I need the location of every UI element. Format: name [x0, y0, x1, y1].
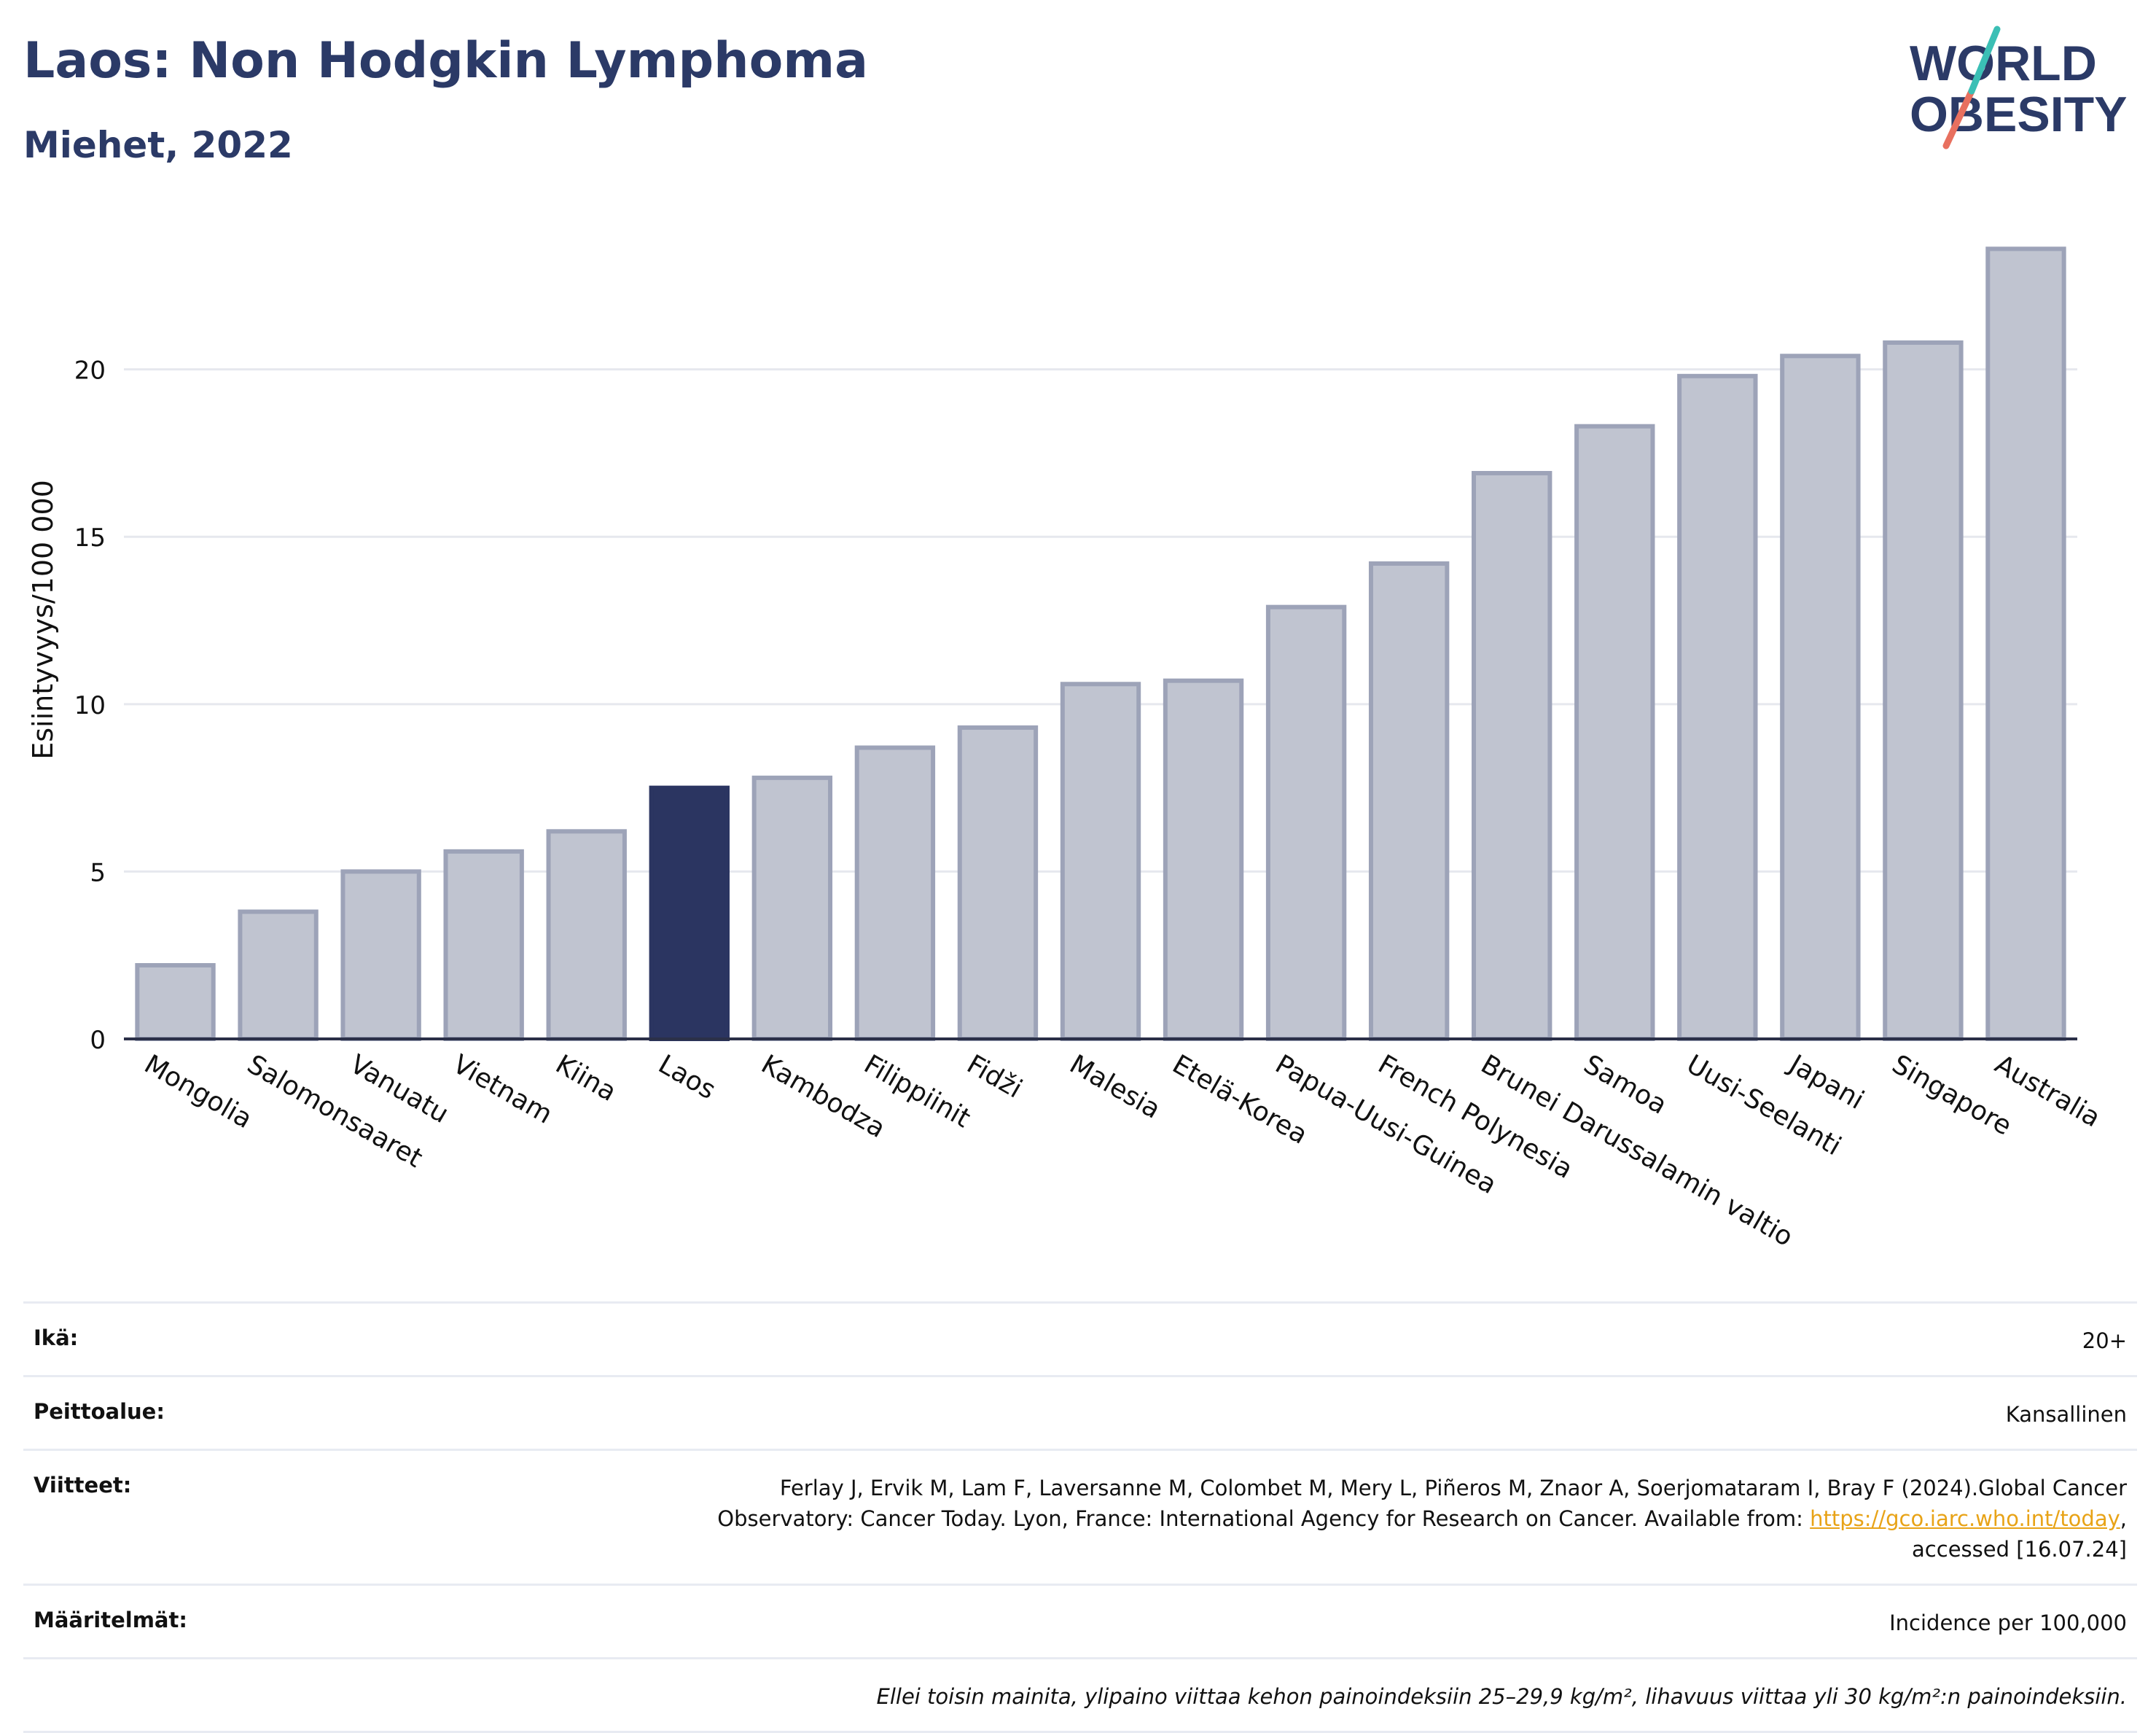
- x-tick-label: Fidži: [961, 1049, 1027, 1104]
- x-tick-label: Laos: [653, 1049, 720, 1105]
- page-title: Laos: Non Hodgkin Lymphoma: [23, 32, 869, 90]
- x-tick-label: Mongolia: [139, 1049, 257, 1134]
- bar-brunei-darussalamin-valtio: [1472, 470, 1552, 1041]
- bar-laos: [649, 785, 730, 1041]
- y-axis-label: Esiintyvyys/100 000: [27, 480, 59, 760]
- info-row-age: Ikä: 20+: [23, 1301, 2137, 1375]
- definitions-value: Incidence per 100,000: [1889, 1611, 2127, 1635]
- bar-kambodza: [751, 775, 833, 1041]
- x-tick-label: Japani: [1783, 1048, 1869, 1115]
- bar-kiina: [546, 829, 627, 1042]
- info-row-note: Ellei toisin mainita, ylipaino viittaa k…: [23, 1657, 2137, 1733]
- footnote: Ellei toisin mainita, ylipaino viittaa k…: [876, 1684, 2128, 1709]
- bar-samoa: [1574, 424, 1655, 1042]
- page-subtitle: Miehet, 2022: [23, 124, 293, 166]
- y-tick-label: 10: [74, 691, 106, 720]
- info-row-references: Viitteet: Ferlay J, Ervik M, Lam F, Lave…: [23, 1449, 2137, 1584]
- x-tick-label: Malesia: [1065, 1049, 1165, 1125]
- references-value: Ferlay J, Ervik M, Lam F, Laversanne M, …: [717, 1473, 2127, 1565]
- bar-etel-korea: [1163, 678, 1244, 1041]
- x-tick-label: Kiina: [550, 1049, 621, 1107]
- bar-french-polynesia: [1368, 561, 1450, 1041]
- references-line-2: Observatory: Cancer Today. Lyon, France:…: [717, 1506, 1811, 1531]
- bar-japani: [1780, 354, 1861, 1041]
- info-table: Ikä: 20+ Peittoalue: Kansallinen Viittee…: [23, 1301, 2137, 1733]
- x-tick-label: Salomonsaaret: [242, 1049, 427, 1174]
- bar-fid-i: [957, 725, 1039, 1041]
- y-tick-label: 20: [74, 357, 106, 386]
- bar-vietnam: [443, 849, 524, 1041]
- references-label: Viitteet:: [34, 1473, 132, 1498]
- info-row-coverage: Peittoalue: Kansallinen: [23, 1375, 2137, 1449]
- y-tick-label: 0: [90, 1026, 106, 1055]
- logo-text-obesity: OBESITY: [1910, 87, 2128, 142]
- references-link[interactable]: https://gco.iarc.who.int/today: [1810, 1506, 2120, 1531]
- bar-filippiinit: [854, 745, 936, 1041]
- world-obesity-logo: WORLD OBESITY: [1910, 26, 2128, 149]
- references-line-3: accessed [16.07.24]: [1912, 1537, 2127, 1562]
- bar-malesia: [1060, 682, 1141, 1041]
- bar-mongolia: [135, 962, 216, 1042]
- y-tick-label: 5: [90, 858, 106, 887]
- coverage-label: Peittoalue:: [34, 1399, 165, 1424]
- bar-australia: [1985, 246, 2066, 1041]
- y-tick-label: 15: [74, 523, 106, 553]
- bar-singapore: [1883, 340, 1964, 1042]
- bar-vanuatu: [340, 869, 421, 1041]
- age-label: Ikä:: [34, 1325, 79, 1350]
- coverage-value: Kansallinen: [2005, 1402, 2127, 1427]
- bar-papua-uusi-guinea: [1265, 604, 1347, 1041]
- references-line-1: Ferlay J, Ervik M, Lam F, Laversanne M, …: [779, 1476, 2127, 1500]
- bar-chart: 05101520MongoliaSalomonsaaretVanuatuViet…: [27, 246, 2105, 1253]
- age-value: 20+: [2082, 1328, 2127, 1353]
- references-line-2-end: ,: [2120, 1506, 2127, 1531]
- info-row-definitions: Määritelmät: Incidence per 100,000: [23, 1584, 2137, 1657]
- bar-salomonsaaret: [238, 909, 319, 1041]
- definitions-label: Määritelmät:: [34, 1608, 187, 1632]
- bar-uusi-seelanti: [1677, 373, 1758, 1041]
- logo-text-world: WORLD: [1910, 36, 2097, 91]
- x-tick-label: Vietnam: [448, 1049, 557, 1130]
